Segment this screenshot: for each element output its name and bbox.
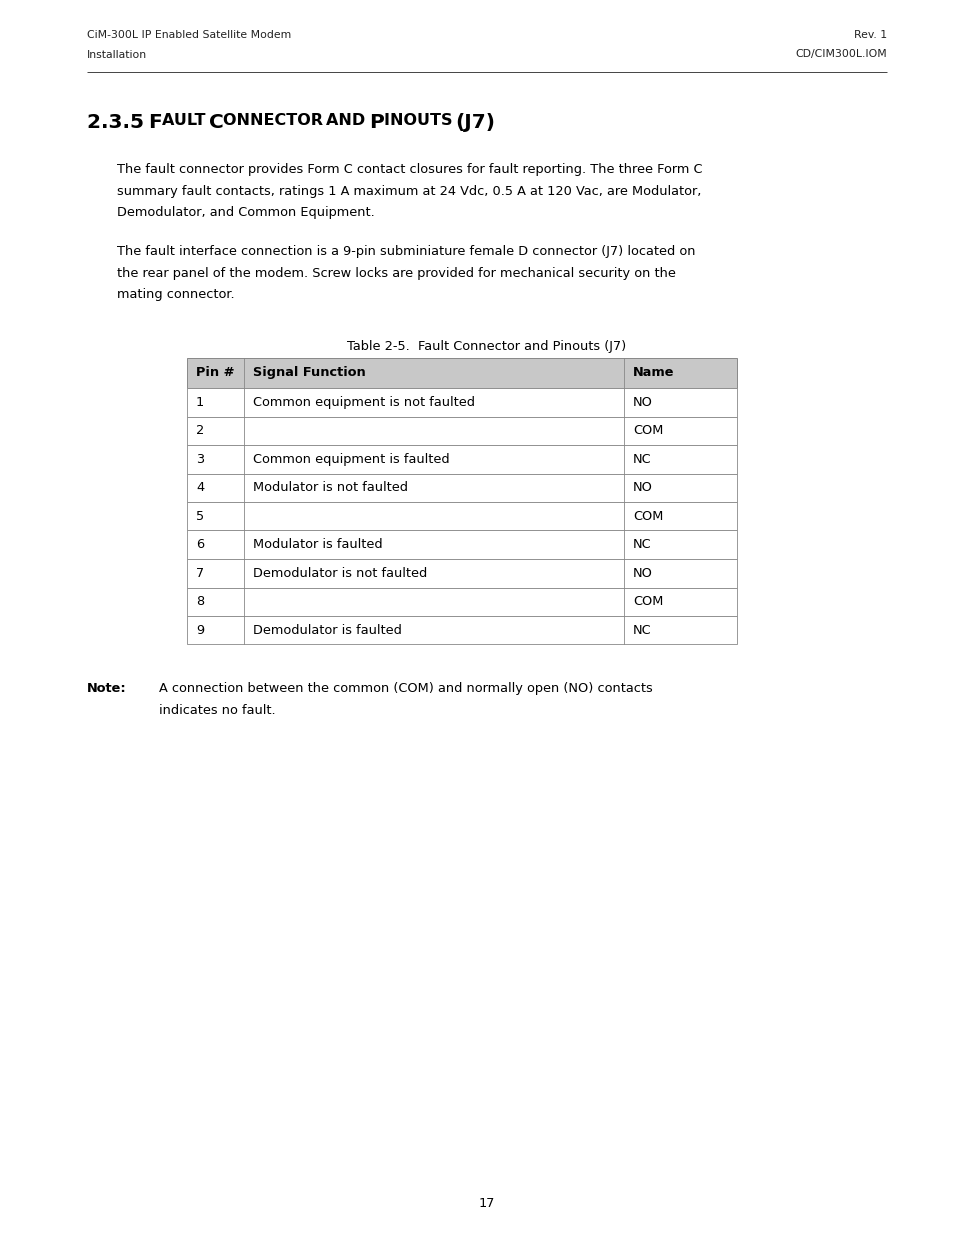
Bar bbox=[187, 445, 737, 473]
Text: 3: 3 bbox=[195, 453, 204, 466]
Text: The fault interface connection is a 9-pin subminiature female D connector (J7) l: The fault interface connection is a 9-pi… bbox=[117, 246, 695, 258]
Text: NC: NC bbox=[633, 624, 651, 637]
Bar bbox=[187, 473, 737, 501]
Bar bbox=[187, 388, 737, 416]
Text: Demodulator is faulted: Demodulator is faulted bbox=[253, 624, 401, 637]
Text: 17: 17 bbox=[478, 1197, 495, 1210]
Text: C: C bbox=[209, 112, 223, 132]
Text: mating connector.: mating connector. bbox=[117, 289, 234, 301]
Text: Installation: Installation bbox=[87, 49, 147, 59]
Text: Signal Function: Signal Function bbox=[253, 367, 365, 379]
Text: the rear panel of the modem. Screw locks are provided for mechanical security on: the rear panel of the modem. Screw locks… bbox=[117, 267, 675, 280]
Text: NC: NC bbox=[633, 453, 651, 466]
Text: NO: NO bbox=[633, 482, 652, 494]
Bar bbox=[187, 616, 737, 645]
Text: Demodulator is not faulted: Demodulator is not faulted bbox=[253, 567, 427, 579]
Text: 2: 2 bbox=[195, 425, 204, 437]
Text: NO: NO bbox=[633, 395, 652, 409]
Text: INOUTS: INOUTS bbox=[383, 112, 456, 128]
Text: P: P bbox=[369, 112, 383, 132]
Text: indicates no fault.: indicates no fault. bbox=[159, 704, 275, 718]
Text: Rev. 1: Rev. 1 bbox=[853, 30, 886, 40]
Text: COM: COM bbox=[633, 425, 662, 437]
Text: COM: COM bbox=[633, 595, 662, 609]
Text: Modulator is faulted: Modulator is faulted bbox=[253, 538, 382, 551]
Text: CD/CIM300L.IOM: CD/CIM300L.IOM bbox=[795, 49, 886, 59]
Text: 1: 1 bbox=[195, 395, 204, 409]
Text: F: F bbox=[148, 112, 162, 132]
Text: Table 2-5.  Fault Connector and Pinouts (J7): Table 2-5. Fault Connector and Pinouts (… bbox=[347, 340, 626, 353]
Bar bbox=[187, 501, 737, 531]
Text: Note:: Note: bbox=[87, 683, 127, 695]
Text: AULT: AULT bbox=[162, 112, 209, 128]
Text: Demodulator, and Common Equipment.: Demodulator, and Common Equipment. bbox=[117, 206, 375, 219]
Text: Common equipment is not faulted: Common equipment is not faulted bbox=[253, 395, 475, 409]
Text: ONNECTOR: ONNECTOR bbox=[223, 112, 326, 128]
Text: (J7): (J7) bbox=[456, 112, 496, 132]
Bar bbox=[187, 358, 737, 388]
Text: The fault connector provides Form C contact closures for fault reporting. The th: The fault connector provides Form C cont… bbox=[117, 163, 701, 177]
Bar bbox=[187, 588, 737, 616]
Text: AND: AND bbox=[326, 112, 369, 128]
Text: 2.3.5: 2.3.5 bbox=[87, 112, 148, 132]
Bar bbox=[187, 559, 737, 588]
Text: 4: 4 bbox=[195, 482, 204, 494]
Text: CiM-300L IP Enabled Satellite Modem: CiM-300L IP Enabled Satellite Modem bbox=[87, 30, 291, 40]
Text: COM: COM bbox=[633, 510, 662, 522]
Bar bbox=[187, 416, 737, 445]
Text: 9: 9 bbox=[195, 624, 204, 637]
Text: Modulator is not faulted: Modulator is not faulted bbox=[253, 482, 408, 494]
Text: Common equipment is faulted: Common equipment is faulted bbox=[253, 453, 449, 466]
Text: NC: NC bbox=[633, 538, 651, 551]
Text: 5: 5 bbox=[195, 510, 204, 522]
Text: 8: 8 bbox=[195, 595, 204, 609]
Text: 7: 7 bbox=[195, 567, 204, 579]
Bar bbox=[187, 531, 737, 559]
Text: A connection between the common (COM) and normally open (NO) contacts: A connection between the common (COM) an… bbox=[159, 683, 652, 695]
Text: Pin #: Pin # bbox=[195, 367, 234, 379]
Text: 6: 6 bbox=[195, 538, 204, 551]
Text: Name: Name bbox=[633, 367, 674, 379]
Text: NO: NO bbox=[633, 567, 652, 579]
Text: summary fault contacts, ratings 1 A maximum at 24 Vdc, 0.5 A at 120 Vac, are Mod: summary fault contacts, ratings 1 A maxi… bbox=[117, 184, 700, 198]
